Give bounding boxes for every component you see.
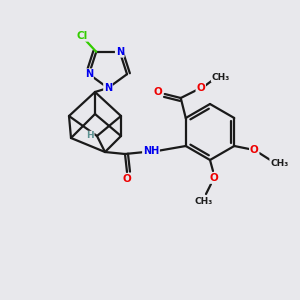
Text: N: N xyxy=(116,47,124,57)
Text: O: O xyxy=(250,145,259,155)
Text: O: O xyxy=(153,87,162,97)
Text: O: O xyxy=(123,174,131,184)
Text: CH₃: CH₃ xyxy=(270,158,288,167)
Text: O: O xyxy=(210,173,218,183)
Text: H: H xyxy=(86,131,94,140)
Text: CH₃: CH₃ xyxy=(212,73,230,82)
Text: NH: NH xyxy=(143,146,159,156)
Text: O: O xyxy=(196,83,205,93)
Text: Cl: Cl xyxy=(76,31,88,41)
Text: N: N xyxy=(85,69,93,79)
Text: CH₃: CH₃ xyxy=(195,197,213,206)
Text: N: N xyxy=(104,83,112,93)
